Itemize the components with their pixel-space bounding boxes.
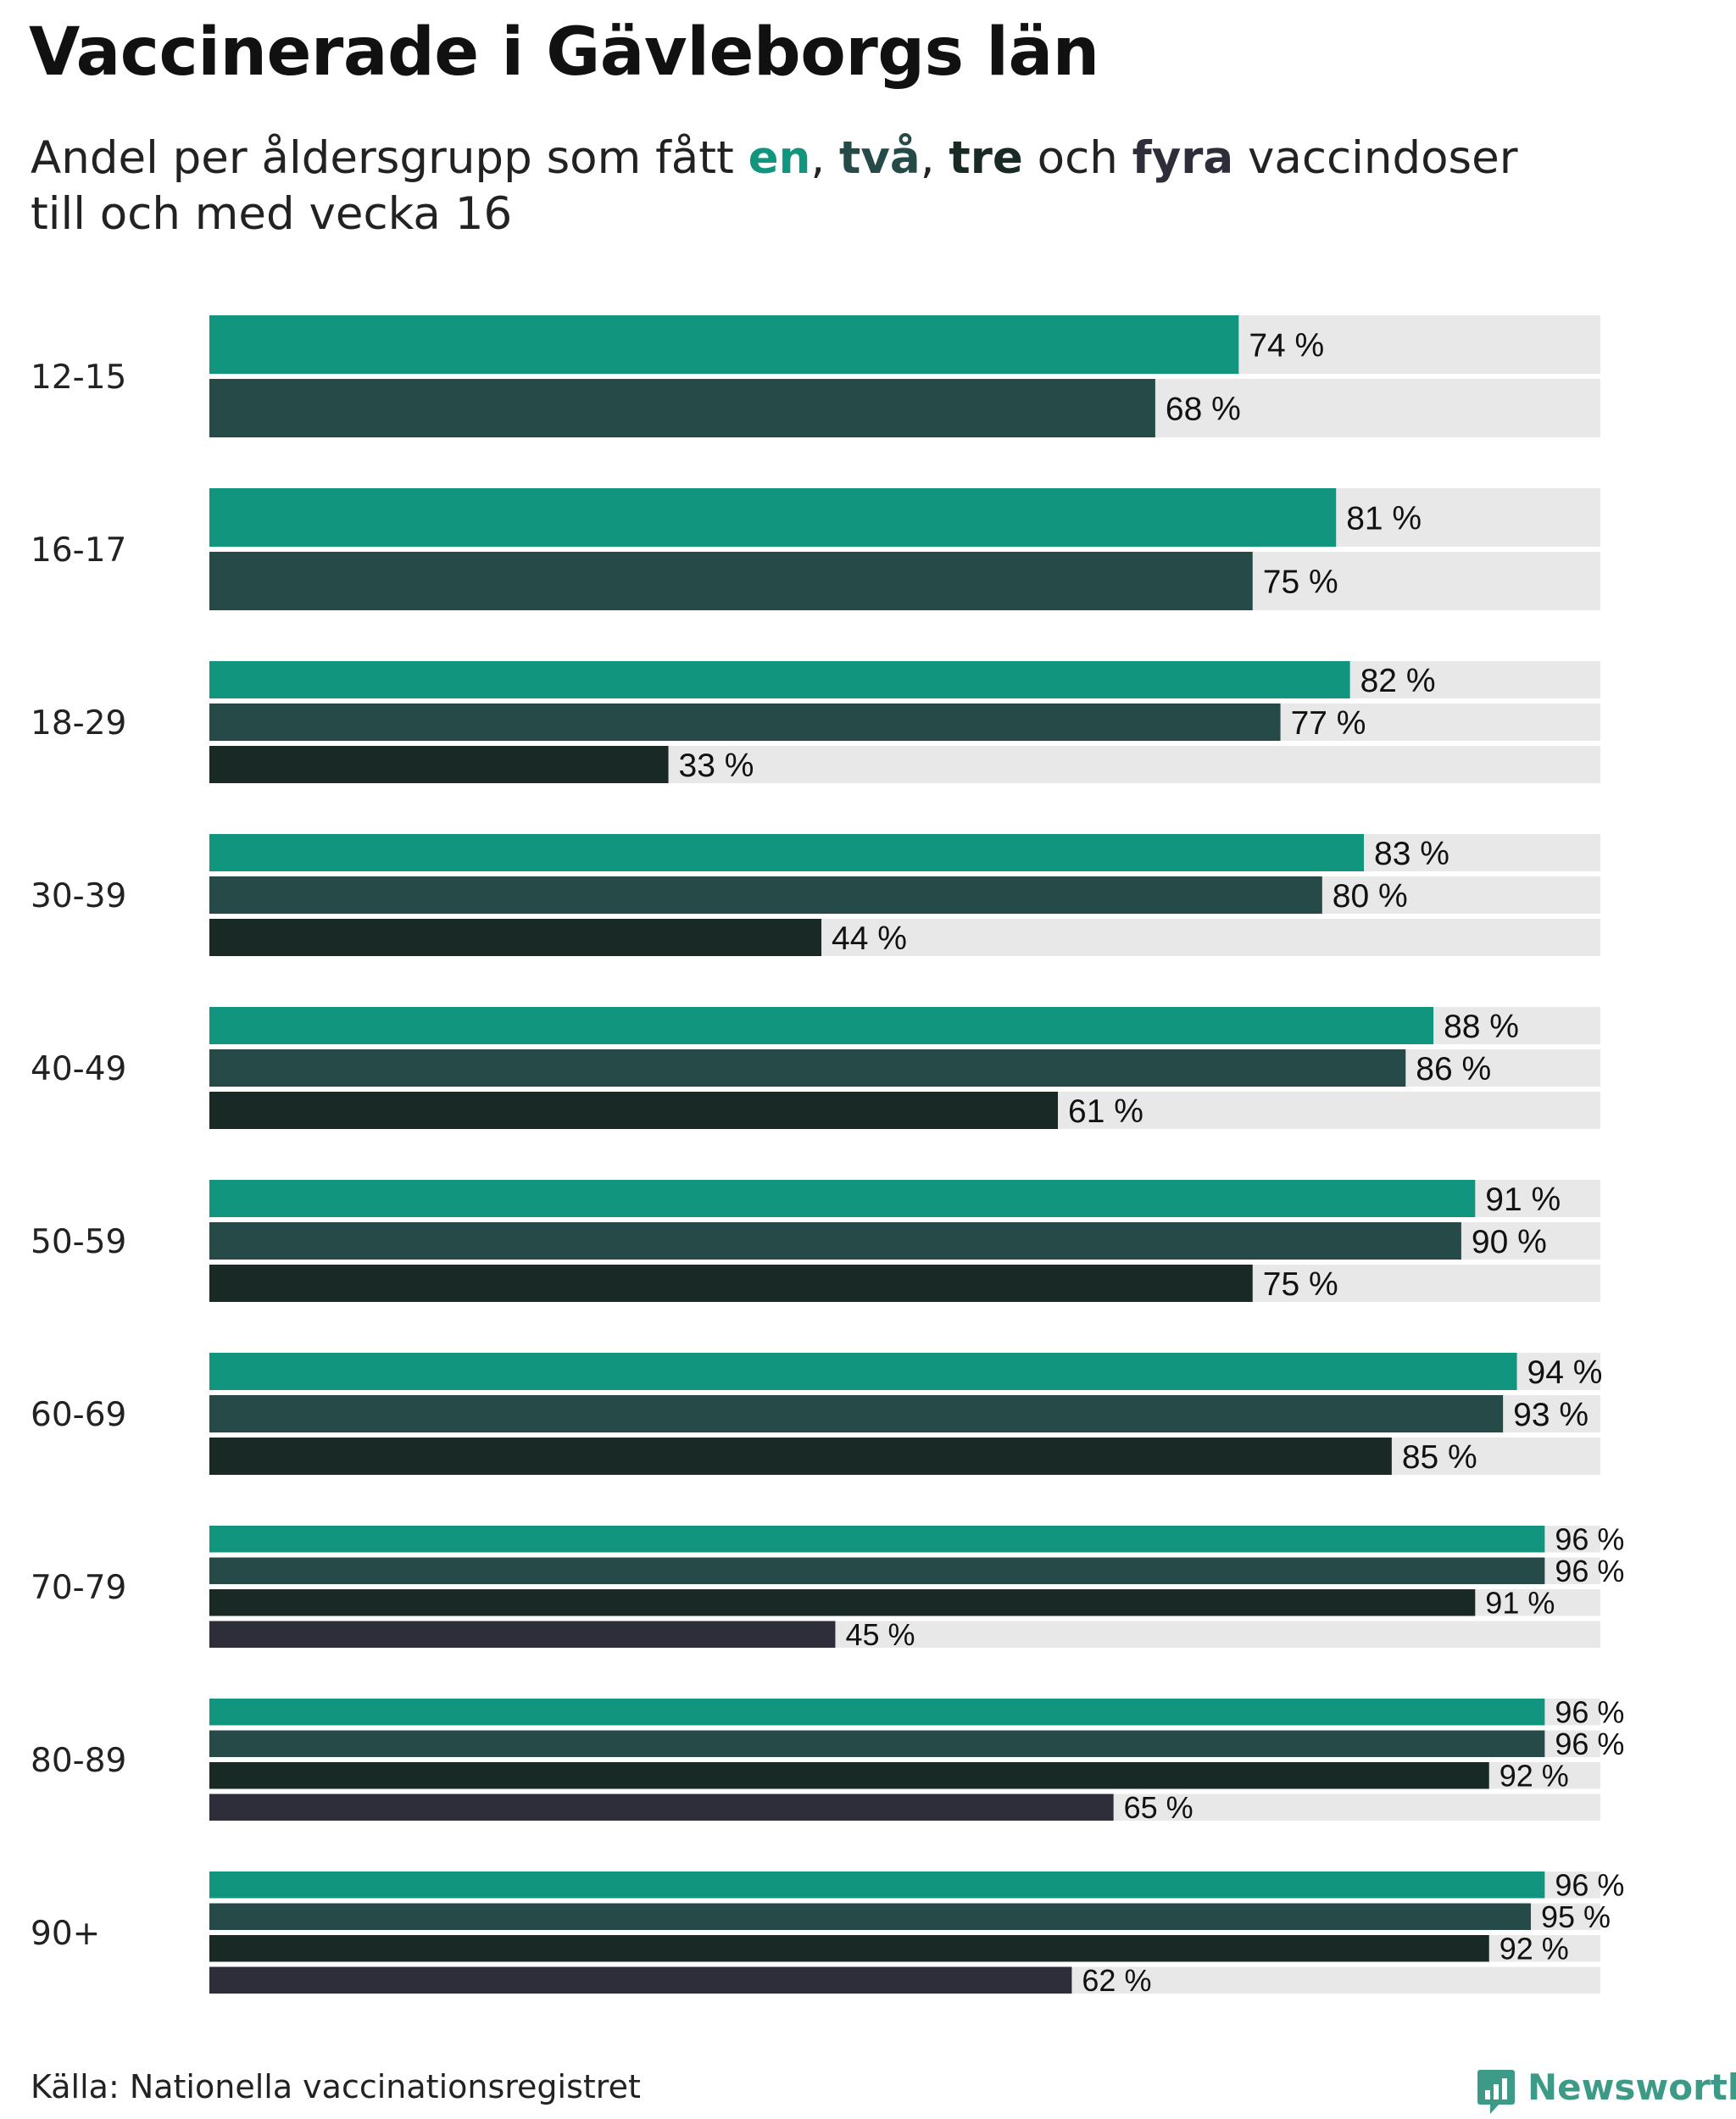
data-label: 74 % [1249, 328, 1324, 364]
bar-en [209, 1180, 1476, 1217]
bar-tva [209, 1049, 1406, 1087]
data-label: 61 % [1068, 1093, 1143, 1130]
bar-en [209, 1007, 1434, 1044]
data-label: 80 % [1333, 878, 1408, 915]
data-label: 88 % [1444, 1009, 1519, 1045]
category-label: 50-59 [31, 1223, 126, 1261]
bar-tre [209, 1265, 1253, 1302]
bar-tre [209, 1762, 1489, 1789]
data-label: 96 % [1555, 1727, 1624, 1761]
data-label: 62 % [1082, 1963, 1151, 1998]
subtitle-keyword-fyra: fyra [1132, 132, 1234, 184]
subtitle-keyword-tva: två [839, 132, 921, 184]
bar-tva [209, 379, 1155, 437]
subtitle-separator: , [810, 132, 840, 184]
bar-en [209, 488, 1337, 547]
data-label: 75 % [1263, 565, 1338, 601]
data-label: 93 % [1513, 1397, 1589, 1433]
data-label: 96 % [1555, 1522, 1624, 1557]
subtitle-separator: , [920, 132, 949, 184]
brand-name: Newsworthy [1527, 2066, 1736, 2108]
bar-en [209, 315, 1239, 374]
data-label: 95 % [1541, 1899, 1611, 1934]
chart-title: Vaccinerade i Gävleborgs län [29, 14, 1099, 91]
data-label: 92 % [1500, 1759, 1569, 1794]
category-label: 12-15 [31, 359, 126, 397]
data-label: 86 % [1416, 1051, 1491, 1087]
brand-logo: Newsworthy [1477, 2068, 1736, 2119]
data-label: 96 % [1555, 1554, 1624, 1588]
subtitle-keyword-en: en [748, 132, 811, 184]
subtitle-suffix: vaccindoser [1233, 132, 1518, 184]
bar-en [209, 661, 1350, 698]
bar-en [209, 834, 1365, 871]
bar-en [209, 1526, 1545, 1553]
bar-tre [209, 1092, 1059, 1129]
bar-tva [209, 1557, 1545, 1584]
category-label: 16-17 [31, 531, 126, 570]
subtitle-prefix: Andel per åldersgrupp som fått [31, 132, 748, 184]
bar-tre [209, 1935, 1489, 1962]
bar-tva [209, 1222, 1461, 1260]
bar-tva [209, 552, 1253, 610]
data-label: 85 % [1402, 1439, 1477, 1476]
bar-tre [209, 746, 669, 783]
bar-tva [209, 876, 1322, 914]
data-label: 77 % [1291, 705, 1366, 742]
data-label: 94 % [1527, 1354, 1603, 1391]
data-label: 33 % [679, 748, 754, 784]
bar-en [209, 1872, 1545, 1899]
data-label: 45 % [845, 1617, 915, 1652]
data-label: 82 % [1360, 663, 1436, 699]
bar-en [209, 1699, 1545, 1726]
bar-tre [209, 1438, 1392, 1475]
category-label: 60-69 [31, 1396, 126, 1434]
subtitle-line2: till och med vecka 16 [31, 188, 513, 240]
data-label: 92 % [1500, 1932, 1569, 1966]
bar-fyra [209, 1966, 1072, 1994]
bar-fyra [209, 1621, 836, 1648]
bar-en [209, 1353, 1517, 1390]
chart-subtitle: Andel per åldersgrupp som fått en, två, … [31, 131, 1556, 242]
data-label: 90 % [1472, 1224, 1547, 1260]
data-label: 91 % [1485, 1182, 1561, 1218]
source-note: Källa: Nationella vaccinationsregistret [31, 2068, 641, 2105]
category-label: 18-29 [31, 704, 126, 742]
data-label: 75 % [1263, 1266, 1338, 1303]
category-label: 80-89 [31, 1742, 126, 1780]
data-label: 83 % [1374, 836, 1449, 872]
data-label: 44 % [832, 920, 907, 957]
bar-tva [209, 1395, 1504, 1432]
subtitle-och: och [1022, 132, 1132, 184]
category-label: 40-49 [31, 1050, 126, 1088]
data-label: 65 % [1124, 1790, 1194, 1825]
bar-tva [209, 1903, 1531, 1930]
data-label: 96 % [1555, 1695, 1624, 1730]
bar-tva [209, 704, 1281, 741]
data-label: 81 % [1346, 501, 1422, 537]
bar-fyra [209, 1794, 1114, 1821]
newsworthy-logo-icon [1477, 2070, 1515, 2114]
category-label: 90+ [31, 1915, 100, 1953]
subtitle-keyword-tre: tre [949, 132, 1023, 184]
data-label: 96 % [1555, 1868, 1624, 1903]
category-label: 30-39 [31, 877, 126, 915]
data-label: 91 % [1485, 1586, 1555, 1621]
category-label: 70-79 [31, 1569, 126, 1607]
bar-tre [209, 919, 822, 956]
bar-tva [209, 1730, 1545, 1757]
bar-tre [209, 1589, 1476, 1616]
data-label: 68 % [1166, 392, 1241, 428]
